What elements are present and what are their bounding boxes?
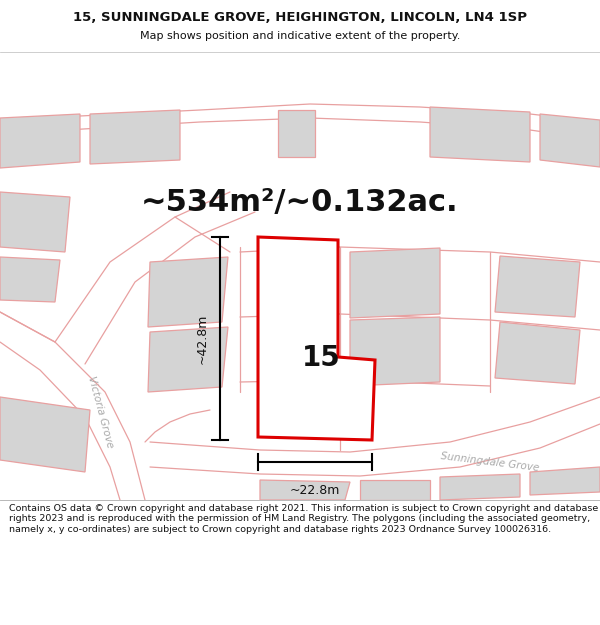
Text: ~42.8m: ~42.8m: [196, 313, 209, 364]
Polygon shape: [540, 114, 600, 167]
Text: Map shows position and indicative extent of the property.: Map shows position and indicative extent…: [140, 31, 460, 41]
Polygon shape: [430, 107, 530, 162]
Text: ~22.8m: ~22.8m: [290, 484, 340, 497]
Polygon shape: [440, 474, 520, 500]
Text: Contains OS data © Crown copyright and database right 2021. This information is : Contains OS data © Crown copyright and d…: [9, 504, 598, 534]
Polygon shape: [260, 480, 350, 500]
Polygon shape: [360, 480, 430, 500]
Text: Victoria Grove: Victoria Grove: [86, 375, 115, 449]
Polygon shape: [148, 327, 228, 392]
Polygon shape: [350, 248, 440, 318]
Polygon shape: [148, 257, 228, 327]
Polygon shape: [495, 322, 580, 384]
Polygon shape: [495, 256, 580, 317]
Polygon shape: [0, 257, 60, 302]
Polygon shape: [258, 237, 375, 440]
Polygon shape: [530, 467, 600, 495]
Polygon shape: [350, 317, 440, 386]
Polygon shape: [278, 110, 315, 157]
Polygon shape: [0, 192, 70, 252]
Text: Sunningdale Grove: Sunningdale Grove: [440, 451, 540, 473]
Text: 15: 15: [302, 344, 341, 372]
Polygon shape: [90, 110, 180, 164]
Text: 15, SUNNINGDALE GROVE, HEIGHINGTON, LINCOLN, LN4 1SP: 15, SUNNINGDALE GROVE, HEIGHINGTON, LINC…: [73, 11, 527, 24]
Text: ~534m²/~0.132ac.: ~534m²/~0.132ac.: [141, 188, 459, 216]
Polygon shape: [0, 397, 90, 472]
Polygon shape: [0, 114, 80, 168]
